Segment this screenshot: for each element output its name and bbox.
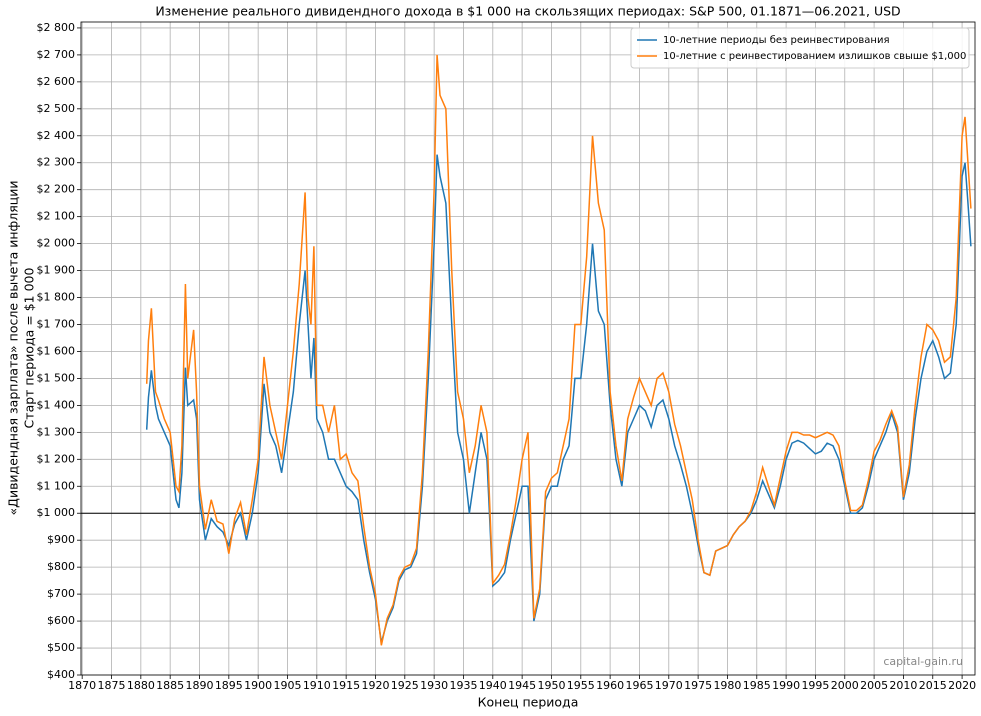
y-tick-label: $1 300 xyxy=(37,425,76,438)
x-tick-label: 1930 xyxy=(420,679,448,692)
x-tick-label: 1870 xyxy=(68,679,96,692)
x-tick-label: 1945 xyxy=(508,679,536,692)
x-tick-label: 1900 xyxy=(244,679,272,692)
y-tick-label: $600 xyxy=(47,614,75,627)
x-tick-label: 2010 xyxy=(889,679,917,692)
x-tick-label: 1890 xyxy=(185,679,213,692)
watermark: capital-gain.ru xyxy=(883,655,963,668)
y-tick-label: $400 xyxy=(47,668,75,681)
x-tick-label: 1940 xyxy=(479,679,507,692)
y-axis-label: «Дивидендная зарплата» после вычета инфл… xyxy=(6,181,21,516)
y-tick-label: $1 200 xyxy=(37,452,76,465)
y-tick-label: $1 100 xyxy=(37,479,76,492)
y-tick-label: $800 xyxy=(47,560,75,573)
y-tick-label: $500 xyxy=(47,641,75,654)
x-tick-label: 1990 xyxy=(772,679,800,692)
x-tick-label: 1985 xyxy=(743,679,771,692)
x-tick-label: 1970 xyxy=(655,679,683,692)
x-tick-label: 1920 xyxy=(361,679,389,692)
y-tick-label: $2 700 xyxy=(37,48,76,61)
x-tick-label: 1925 xyxy=(391,679,419,692)
x-tick-label: 2000 xyxy=(831,679,859,692)
y-tick-label: $1 500 xyxy=(37,371,76,384)
chart-title: Изменение реального дивидендного дохода … xyxy=(155,4,900,19)
y-axis-label: Старт периода = $1 000 xyxy=(22,268,37,429)
series-line xyxy=(145,54,972,646)
y-tick-label: $2 100 xyxy=(37,210,76,223)
x-tick-label: 1885 xyxy=(156,679,184,692)
legend-label: 10-летние периоды без реинвестирования xyxy=(663,35,889,46)
x-tick-label: 1960 xyxy=(596,679,624,692)
x-tick-label: 1875 xyxy=(98,679,126,692)
y-tick-label: $1 000 xyxy=(37,506,76,519)
legend: 10-летние периоды без реинвестирования 10… xyxy=(630,27,970,69)
x-tick-label: 1955 xyxy=(567,679,595,692)
x-tick-label: 1965 xyxy=(625,679,653,692)
x-tick-label: 2020 xyxy=(948,679,976,692)
x-tick-label: 1905 xyxy=(273,679,301,692)
legend-box xyxy=(630,27,970,69)
y-tick-label: $1 400 xyxy=(37,398,76,411)
x-axis-label: Конец периода xyxy=(478,695,579,710)
y-tick-label: $900 xyxy=(47,533,75,546)
y-tick-label: $1 800 xyxy=(37,291,76,304)
y-tick-label: $2 600 xyxy=(37,75,76,88)
y-tick-label: $2 800 xyxy=(37,21,76,34)
x-tick-label: 2005 xyxy=(860,679,888,692)
x-tick-label: 1950 xyxy=(537,679,565,692)
x-tick-label: 1895 xyxy=(215,679,243,692)
y-tick-label: $2 300 xyxy=(37,156,76,169)
legend-label: 10-летние с реинвестированием излишков с… xyxy=(663,51,966,62)
x-tick-label: 2015 xyxy=(919,679,947,692)
x-tick-label: 1910 xyxy=(303,679,331,692)
y-tick-label: $1 600 xyxy=(37,344,76,357)
x-tick-label: 1975 xyxy=(684,679,712,692)
y-tick-label: $2 000 xyxy=(37,237,76,250)
x-tick-label: 1995 xyxy=(801,679,829,692)
y-tick-label: $700 xyxy=(47,587,75,600)
series-line xyxy=(145,154,972,643)
y-tick-label: $2 200 xyxy=(37,183,76,196)
plot-frame xyxy=(80,21,976,676)
x-tick-label: 1935 xyxy=(449,679,477,692)
y-tick-label: $1 700 xyxy=(37,318,76,331)
x-tick-label: 1915 xyxy=(332,679,360,692)
y-tick-label: $1 900 xyxy=(37,264,76,277)
y-tick-label: $2 500 xyxy=(37,102,76,115)
x-tick-label: 1880 xyxy=(127,679,155,692)
x-tick-label: 1980 xyxy=(713,679,741,692)
y-tick-label: $2 400 xyxy=(37,129,76,142)
